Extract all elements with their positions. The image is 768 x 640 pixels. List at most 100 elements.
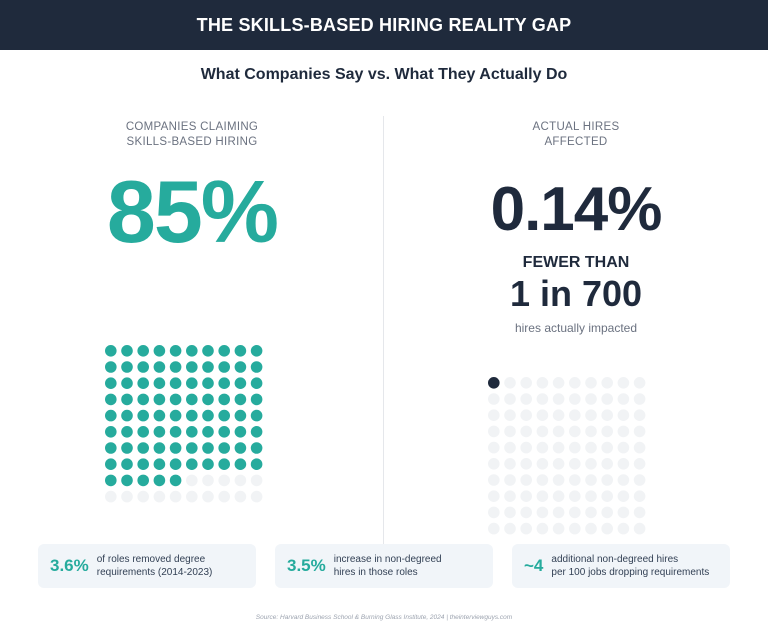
filled-dot [153,393,166,406]
filled-dot [218,409,230,422]
filled-dot [186,377,198,389]
filled-dot [186,361,198,373]
header-banner: THE SKILLS-BASED HIRING REALITY GAP [0,0,768,50]
filled-dot [121,458,133,470]
filled-dot [121,361,133,373]
empty-dot [504,377,516,389]
filled-dot [250,345,263,357]
empty-dot [504,490,516,502]
empty-dot [504,409,516,421]
empty-dot [520,522,532,535]
empty-dot [617,377,630,389]
empty-dot [250,490,263,503]
filled-dot [234,458,247,470]
filled-dot [121,393,133,406]
empty-dot [520,409,532,421]
empty-dot [633,425,646,438]
empty-dot [585,506,597,519]
empty-dot [137,490,149,503]
empty-dot [569,393,581,405]
stat-desc-line1: of roles removed degree [96,554,206,565]
empty-dot [488,441,500,454]
filled-dot [234,377,247,389]
empty-dot [552,474,565,486]
filled-dot [202,409,214,422]
empty-dot [601,441,613,454]
filled-dot [186,393,198,406]
filled-dot [137,377,149,389]
empty-dot [585,441,597,454]
impacted-caption: hires actually impacted [514,321,638,335]
empty-dot [601,506,613,519]
filled-dot [137,474,149,487]
stat-desc-line1: additional non-degreed hires [551,554,679,565]
filled-dot [137,393,149,406]
filled-dot [105,426,117,438]
empty-dot [536,393,549,405]
empty-dot [536,458,549,470]
empty-dot [601,425,613,438]
filled-dot [153,409,166,422]
empty-dot [569,377,581,389]
empty-dot [504,441,516,454]
empty-dot [617,393,630,405]
left-label-line2: SKILLS-BASED HIRING [126,136,258,148]
empty-dot [520,393,532,405]
empty-dot [569,522,581,535]
empty-dot [601,490,613,502]
empty-dot [617,458,630,470]
empty-dot [488,409,500,421]
stat-value: ~4 [524,556,544,575]
filled-dot [250,442,263,454]
empty-dot [585,458,597,470]
empty-dot [585,522,597,535]
subtitle: What Companies Say vs. What They Actuall… [200,66,568,83]
stat-card-degree-removed: 3.6% of roles removed degree requirement… [38,544,256,588]
filled-dot [121,377,133,389]
empty-dot [601,522,613,535]
filled-dot [121,474,133,487]
filled-dot [153,426,166,438]
filled-dot [105,474,117,487]
empty-dot [250,474,263,487]
filled-dot [137,361,149,373]
filled-dot [137,458,149,470]
dot-grid-svg [105,345,263,503]
empty-dot [552,506,565,519]
empty-dot [169,490,182,503]
empty-dot [536,409,549,421]
filled-dot [250,393,263,406]
empty-dot [552,393,565,405]
empty-dot [153,490,166,503]
empty-dot [633,506,646,519]
empty-dot [601,474,613,486]
empty-dot [520,506,532,519]
source-citation: Source: Harvard Business School & Burnin… [255,614,513,621]
filled-dot [218,426,230,438]
empty-dot [552,458,565,470]
right-column-label: ACTUAL HIRES AFFECTED [476,120,676,150]
empty-dot [520,441,532,454]
filled-dot [105,377,117,389]
filled-dot [218,361,230,373]
filled-dot [153,442,166,454]
empty-dot [633,474,646,486]
empty-dot [601,377,613,389]
empty-dot [504,458,516,470]
filled-dot [105,393,117,406]
empty-dot [569,490,581,502]
empty-dot [536,490,549,502]
filled-dot [250,361,263,373]
filled-dot [234,345,247,357]
filled-dot [105,361,117,373]
stat-value: 3.5% [287,556,326,575]
empty-dot [234,474,247,487]
filled-dot [105,409,117,422]
filled-dot [169,474,182,487]
ratio-value: 1 in 700 [509,273,643,314]
filled-dot [488,377,500,389]
empty-dot [633,377,646,389]
stat-card-additional-hires: ~4 additional non-degreed hires per 100 … [512,544,730,588]
claiming-percentage: 85% [106,162,279,261]
filled-dot [186,409,198,422]
